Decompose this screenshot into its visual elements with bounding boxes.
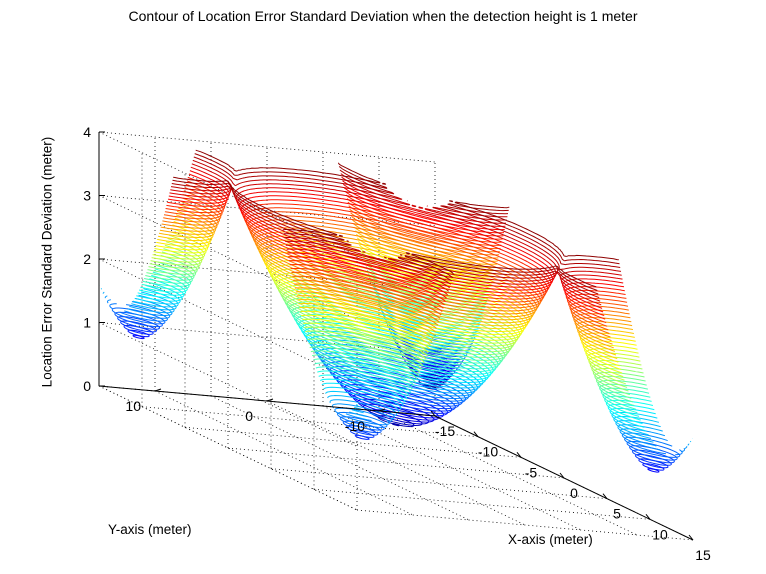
x-axis-label: X-axis (meter) — [508, 532, 593, 547]
grid-line-x-floor — [227, 447, 565, 479]
grid-line-z-left — [98, 322, 436, 353]
x-tick-label: -15 — [435, 423, 455, 439]
contour-line — [163, 190, 629, 331]
contour-line — [172, 153, 620, 291]
y-axis-label: Y-axis (meter) — [108, 522, 192, 537]
y-tick-mark — [154, 388, 162, 392]
x-tick-mark — [516, 452, 522, 458]
grid-line-x-floor — [313, 488, 651, 520]
x-tick-label: 15 — [695, 547, 711, 563]
grid-line-x-floor — [141, 406, 479, 438]
x-tick-mark — [645, 514, 651, 520]
grid-line-y-floor — [378, 410, 638, 536]
y-tick-mark — [266, 398, 274, 402]
z-tick-label: 3 — [83, 188, 91, 204]
x-tick-label: -5 — [525, 464, 538, 480]
contour-line — [163, 193, 629, 334]
x-tick-mark — [602, 493, 608, 499]
grid-line-z-left — [98, 195, 436, 226]
chart-title: Contour of Location Error Standard Devia… — [128, 8, 638, 24]
y-tick-label: 10 — [125, 398, 141, 414]
z-tick-label: 0 — [83, 378, 91, 394]
contour-line — [173, 149, 619, 288]
x-tick-mark — [559, 472, 565, 479]
grid-line-x-floor — [184, 426, 522, 458]
grid-line-z-left — [98, 131, 436, 163]
y-tick-label: 0 — [245, 408, 253, 424]
x-tick-label: 5 — [613, 506, 621, 522]
grid-line-x-floor — [270, 468, 608, 500]
z-tick-label: 4 — [83, 124, 91, 140]
grid-line-z-left — [98, 258, 436, 290]
z-axis-label: Location Error Standard Deviation (meter… — [39, 136, 55, 388]
x-tick-label: -10 — [478, 444, 498, 460]
contour-line — [146, 254, 646, 399]
y-tick-label: -10 — [345, 418, 365, 434]
x-tick-label: 0 — [570, 485, 578, 501]
x-tick-mark — [688, 534, 694, 541]
x-tick-mark — [473, 431, 479, 437]
z-tick-label: 1 — [83, 315, 91, 331]
x-tick-label: 10 — [652, 526, 668, 542]
z-tick-label: 2 — [83, 251, 91, 267]
x-tick-mark — [430, 410, 436, 417]
contour-line — [167, 173, 625, 313]
y-tick-mark — [378, 408, 386, 412]
contour-line — [171, 156, 621, 295]
grid-line-x-floor — [356, 509, 694, 541]
contour-line — [170, 159, 622, 299]
